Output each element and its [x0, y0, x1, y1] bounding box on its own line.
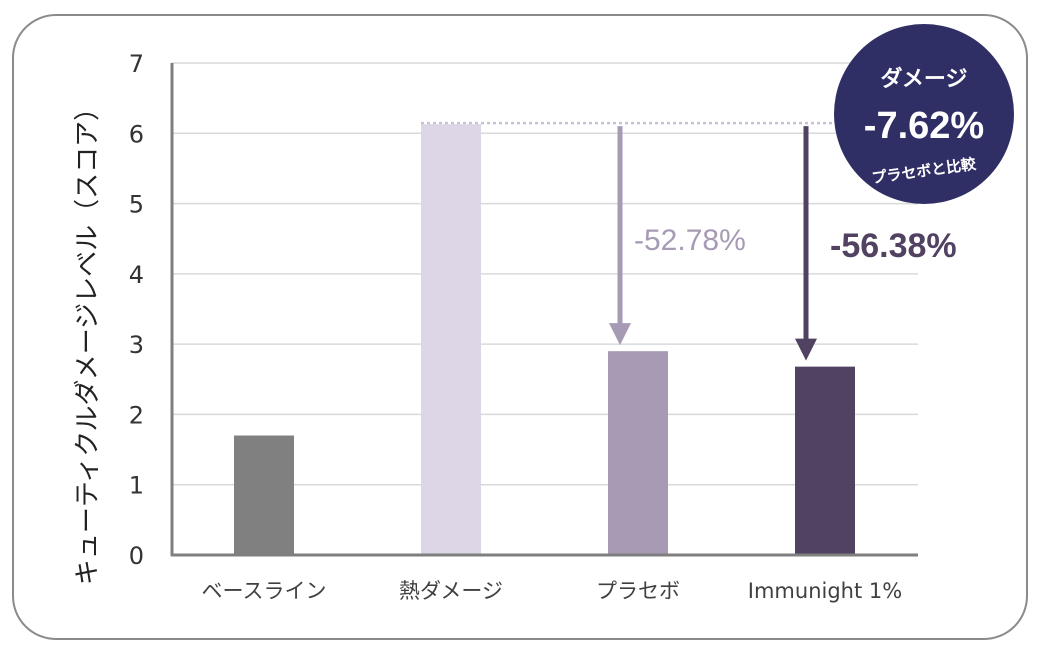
change-annotations: -52.78% -56.38%	[609, 126, 957, 361]
damage-badge: ダメージ -7.62% プラセボと比較	[834, 24, 1014, 204]
y-tick-label: 3	[129, 331, 144, 359]
bars	[234, 124, 855, 556]
y-tick-label: 5	[129, 191, 144, 219]
x-tick-label: Immunight 1%	[748, 579, 902, 603]
change-label: -52.78%	[634, 224, 746, 257]
y-tick-label: 1	[129, 472, 144, 500]
x-tick-label: 熱ダメージ	[399, 579, 503, 603]
bar	[795, 366, 855, 555]
axes	[170, 63, 918, 557]
x-tick-label: プラセボ	[596, 579, 680, 603]
badge-title: ダメージ	[881, 66, 968, 92]
x-tick-label: ベースライン	[202, 579, 327, 603]
change-label: -56.38%	[830, 227, 957, 265]
badge-circle	[834, 24, 1014, 204]
gridlines	[172, 62, 918, 486]
y-tick-label: 7	[129, 50, 144, 78]
y-tick-label: 4	[129, 261, 144, 289]
y-tick-label: 6	[129, 120, 144, 148]
change-arrowhead	[795, 338, 817, 361]
y-tick-label: 2	[129, 401, 144, 429]
bar	[608, 351, 668, 555]
bar	[421, 124, 481, 556]
y-axis-label: キューティクルダメージレベル（スコア）	[73, 95, 103, 585]
y-tick-label: 0	[129, 542, 144, 570]
change-arrowhead	[609, 323, 631, 346]
bar	[234, 435, 294, 555]
y-tick-labels: 0 1 2 3 4 5 6 7	[129, 50, 144, 570]
x-tick-labels: ベースライン 熱ダメージ プラセボ Immunight 1%	[202, 579, 903, 603]
badge-value: -7.62%	[864, 105, 984, 147]
